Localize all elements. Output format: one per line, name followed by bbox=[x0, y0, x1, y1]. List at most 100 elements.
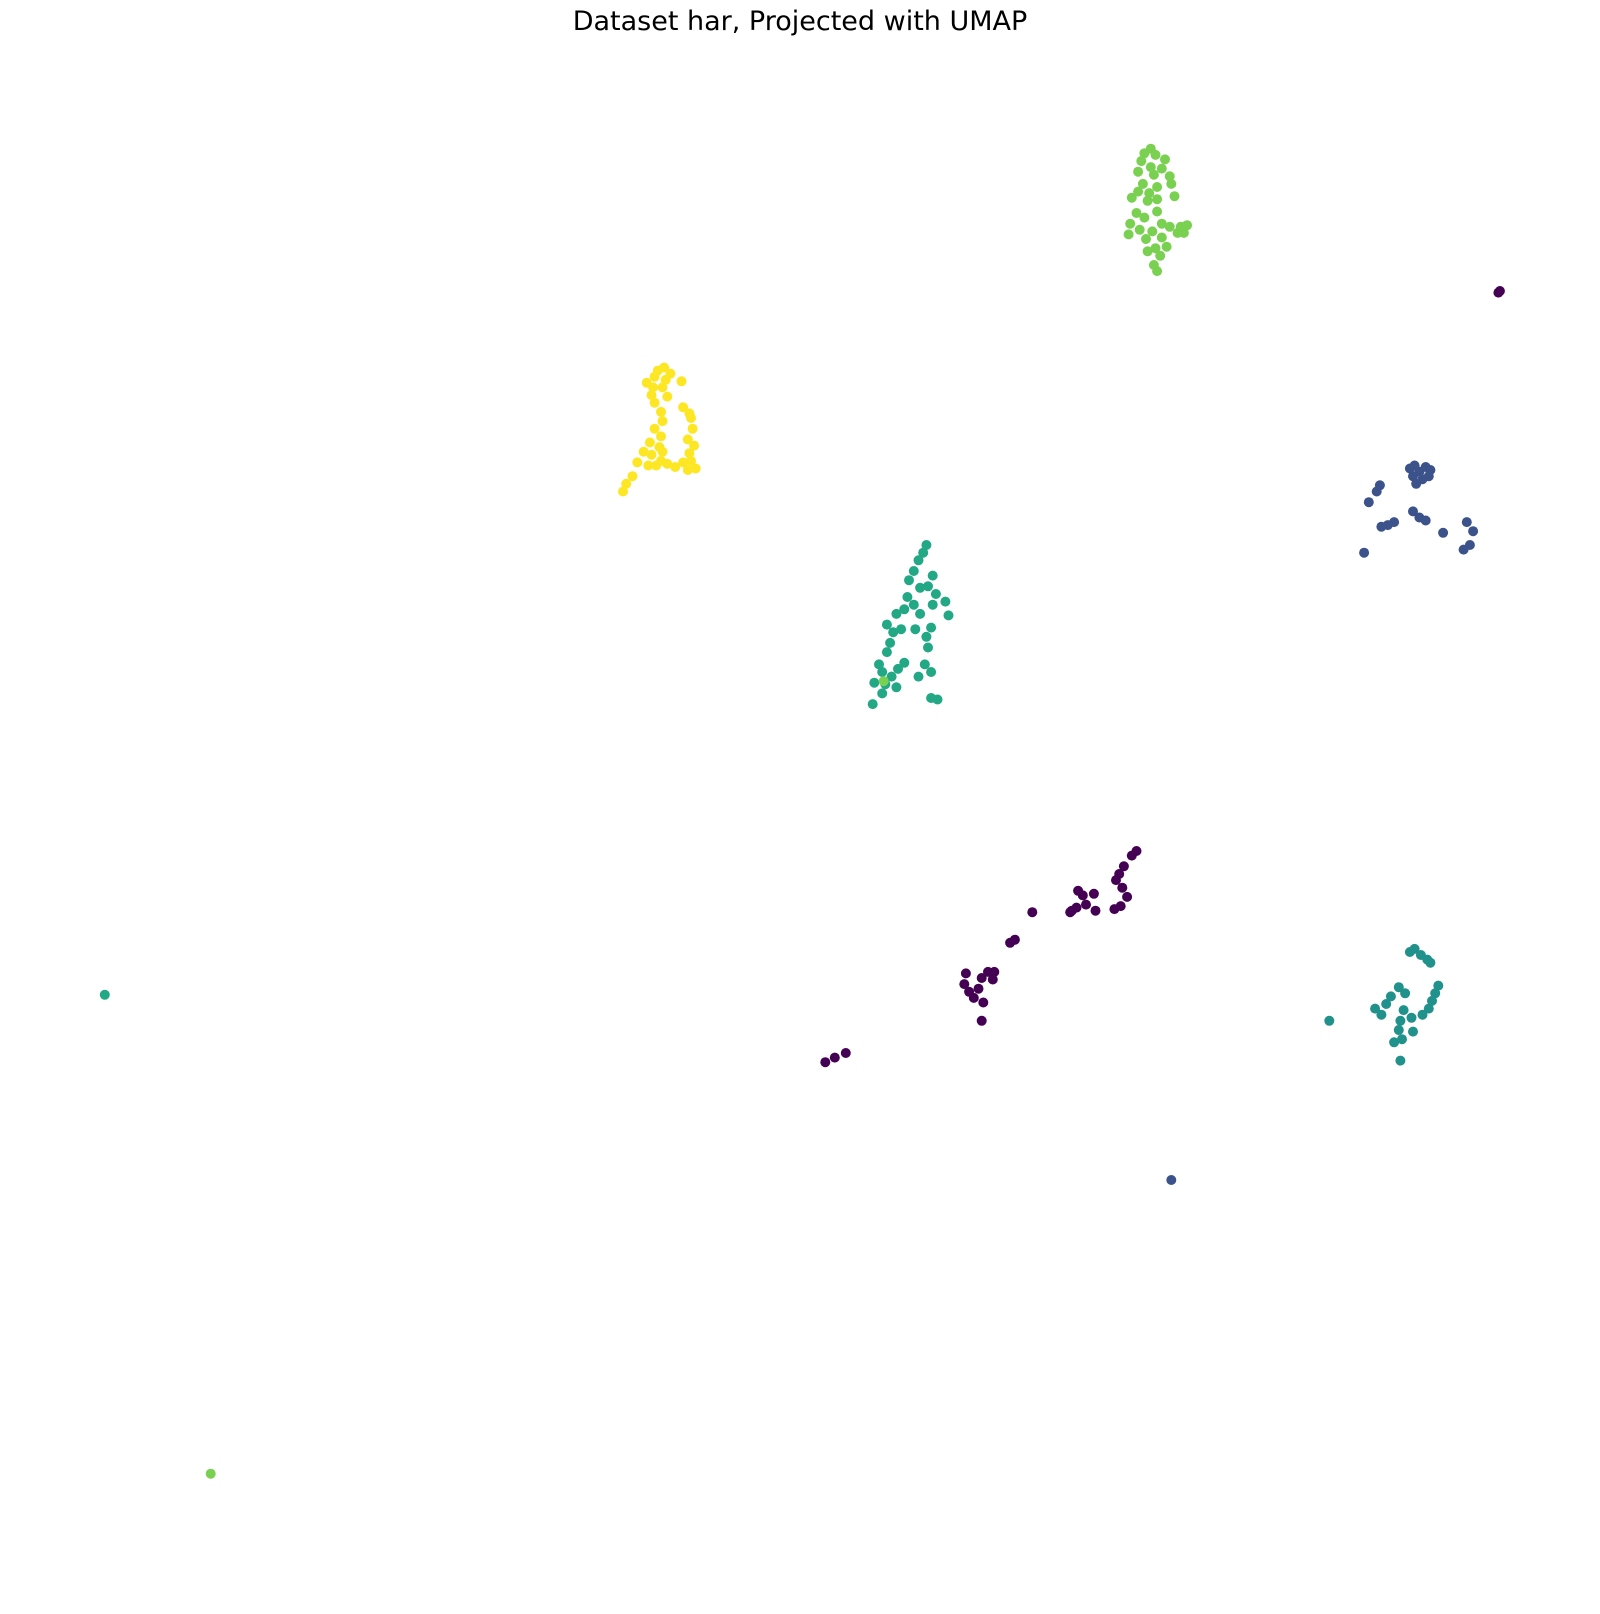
data-point-class-5-11 bbox=[649, 397, 660, 408]
data-point-class-4-10 bbox=[1137, 178, 1148, 189]
data-point-class-5-13 bbox=[678, 402, 689, 413]
series-class-5 bbox=[618, 362, 701, 497]
data-point-class-4-14 bbox=[1144, 188, 1155, 199]
data-point-class-5-33 bbox=[670, 462, 681, 472]
data-point-class-1-11 bbox=[1363, 497, 1374, 508]
data-point-class-5-18 bbox=[687, 423, 698, 434]
data-point-class-1-10 bbox=[1371, 486, 1382, 497]
data-point-class-5-24 bbox=[638, 446, 649, 457]
data-point-class-3-28 bbox=[886, 671, 897, 682]
data-point-class-5-9 bbox=[646, 390, 657, 401]
data-point-class-0-10 bbox=[1109, 904, 1120, 915]
data-point-class-5-16 bbox=[657, 416, 668, 427]
data-point-class-3-40 bbox=[867, 699, 878, 710]
data-point-class-1-5 bbox=[1408, 471, 1418, 482]
data-point-class-4-41 bbox=[205, 1468, 216, 1479]
data-point-class-0-35 bbox=[820, 1057, 831, 1068]
data-point-class-4-21 bbox=[1152, 206, 1163, 217]
series-class-1 bbox=[1166, 460, 1479, 1185]
data-point-class-0-23 bbox=[989, 966, 1000, 977]
data-point-class-4-17 bbox=[1169, 191, 1180, 202]
data-point-class-3-16 bbox=[881, 619, 892, 630]
data-point-class-3-4 bbox=[904, 575, 914, 586]
chart-title: Dataset har, Projected with UMAP bbox=[572, 6, 1028, 37]
data-point-class-1-7 bbox=[1423, 471, 1434, 482]
data-point-class-4-3 bbox=[1136, 156, 1147, 166]
series-class-2 bbox=[1324, 943, 1444, 1066]
data-point-class-2-23 bbox=[1324, 1015, 1335, 1026]
data-point-class-5-25 bbox=[646, 449, 657, 460]
data-point-class-5-7 bbox=[648, 382, 659, 393]
data-point-class-3-20 bbox=[921, 631, 932, 642]
data-point-class-5-8 bbox=[657, 382, 668, 393]
data-point-class-5-26 bbox=[657, 446, 668, 457]
data-point-class-5-38 bbox=[627, 471, 638, 482]
series-class-3 bbox=[99, 540, 954, 1000]
data-point-class-2-22 bbox=[1389, 1037, 1400, 1048]
data-point-class-3-13 bbox=[915, 608, 926, 619]
data-point-class-2-10 bbox=[1423, 1003, 1434, 1014]
data-point-class-0-19 bbox=[1027, 907, 1038, 918]
data-point-class-2-4 bbox=[1404, 947, 1415, 957]
data-point-class-3-35 bbox=[869, 677, 880, 688]
data-point-class-2-12 bbox=[1406, 1012, 1417, 1023]
data-point-class-4-13 bbox=[1133, 186, 1144, 197]
data-point-class-0-12 bbox=[1090, 905, 1101, 916]
data-point-class-3-41 bbox=[99, 989, 110, 1000]
data-point-class-3-37 bbox=[891, 682, 902, 693]
data-point-class-0-31 bbox=[978, 997, 989, 1008]
data-point-class-5-32 bbox=[662, 458, 673, 469]
data-point-class-4-32 bbox=[1156, 232, 1167, 243]
data-point-class-0-34 bbox=[829, 1052, 840, 1063]
data-point-class-1-19 bbox=[1468, 526, 1479, 537]
data-point-class-4-27 bbox=[1182, 220, 1193, 231]
data-point-class-2-18 bbox=[1395, 1015, 1406, 1026]
data-point-class-3-32 bbox=[926, 667, 937, 677]
data-point-class-2-13 bbox=[1398, 1005, 1409, 1016]
data-point-class-4-40 bbox=[878, 676, 889, 687]
data-point-class-2-17 bbox=[1376, 1009, 1387, 1020]
data-point-class-2-15 bbox=[1381, 999, 1392, 1009]
data-point-class-4-19 bbox=[1131, 208, 1142, 218]
data-point-class-2-3 bbox=[1425, 957, 1436, 968]
data-point-class-4-20 bbox=[1139, 212, 1150, 223]
data-point-class-3-36 bbox=[877, 688, 888, 699]
data-point-class-5-28 bbox=[632, 457, 643, 468]
data-point-class-3-1 bbox=[918, 547, 929, 558]
data-point-class-3-18 bbox=[896, 624, 907, 635]
data-point-class-5-5 bbox=[676, 376, 687, 387]
data-point-class-4-31 bbox=[1123, 229, 1134, 240]
data-point-class-3-12 bbox=[927, 599, 938, 610]
data-point-class-4-4 bbox=[1160, 154, 1170, 165]
data-point-class-3-10 bbox=[930, 589, 941, 599]
data-point-class-5-40 bbox=[618, 486, 628, 497]
data-point-class-2-8 bbox=[1430, 988, 1441, 999]
data-point-class-0-3 bbox=[1126, 850, 1137, 861]
data-point-class-4-24 bbox=[1134, 224, 1145, 235]
data-point-class-2-7 bbox=[1433, 980, 1444, 991]
data-point-class-0-24 bbox=[987, 974, 998, 985]
data-point-class-0-4 bbox=[1118, 861, 1129, 872]
data-point-class-0-6 bbox=[1111, 875, 1121, 886]
data-point-class-0-11 bbox=[1088, 888, 1099, 899]
data-point-class-0-15 bbox=[1081, 899, 1091, 910]
data-point-class-4-23 bbox=[1125, 218, 1136, 229]
data-point-class-3-0 bbox=[921, 540, 932, 550]
data-point-class-2-16 bbox=[1370, 1003, 1381, 1014]
data-point-class-5-37 bbox=[682, 465, 693, 475]
data-point-class-3-29 bbox=[893, 663, 903, 674]
data-point-class-3-30 bbox=[899, 657, 910, 668]
data-point-class-0-30 bbox=[968, 992, 979, 1003]
data-point-class-4-15 bbox=[1126, 192, 1137, 203]
data-point-class-5-23 bbox=[689, 440, 700, 451]
data-point-class-2-21 bbox=[1397, 1034, 1407, 1045]
data-point-class-4-8 bbox=[1148, 169, 1159, 180]
data-point-class-2-11 bbox=[1417, 1009, 1428, 1020]
data-point-class-1-24 bbox=[1166, 1175, 1177, 1185]
data-point-class-0-28 bbox=[959, 979, 970, 990]
data-point-class-2-20 bbox=[1408, 1026, 1418, 1037]
data-point-class-4-30 bbox=[1141, 234, 1151, 244]
data-point-class-3-14 bbox=[899, 604, 910, 615]
data-point-class-5-19 bbox=[656, 431, 666, 442]
